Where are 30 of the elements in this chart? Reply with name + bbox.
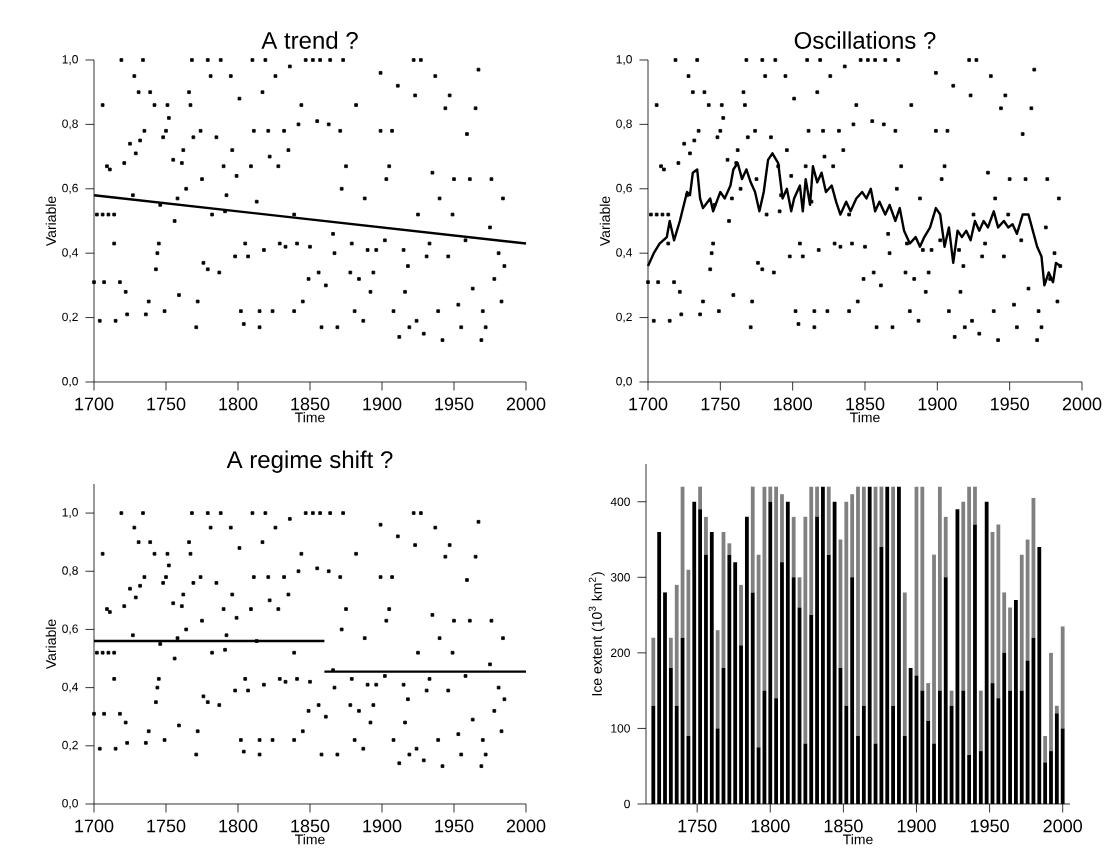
- x-tick-label: 1800: [219, 398, 258, 411]
- x-tick-label: 2000: [506, 398, 546, 411]
- x-tick-label: 1950: [991, 398, 1029, 411]
- chart-title: A regime shift ?: [226, 451, 393, 474]
- x-tick-label: 2000: [1043, 820, 1082, 833]
- x-tick-label: 1800: [219, 820, 258, 833]
- x-tick-label: 1850: [824, 820, 863, 833]
- x-tick-label: 1850: [291, 820, 330, 833]
- x-tick-label: 1850: [291, 398, 330, 411]
- x-tick-label: 1700: [629, 398, 668, 411]
- chart-title: A trend ?: [261, 31, 358, 50]
- x-tick-label: 1800: [774, 398, 812, 411]
- x-tick-label: 1950: [435, 398, 474, 411]
- x-tick-label: 1750: [701, 398, 740, 411]
- x-tick-label: 1900: [363, 820, 402, 833]
- x-tick-label: 1850: [846, 398, 885, 411]
- x-tick-label: 1800: [751, 820, 790, 833]
- x-tick-label: 1900: [363, 398, 402, 411]
- x-tick-label: 1900: [918, 398, 957, 411]
- x-tick-label: 1700: [75, 398, 114, 411]
- x-tick-label: 1950: [970, 820, 1009, 833]
- x-tick-label: 1750: [147, 398, 186, 411]
- x-tick-label: 1750: [147, 820, 186, 833]
- chart-title: Oscillations ?: [794, 31, 936, 50]
- x-tick-label: 2000: [1062, 398, 1102, 411]
- x-tick-label: 1750: [678, 820, 717, 833]
- x-tick-label: 1950: [435, 820, 474, 833]
- x-tick-label: 2000: [506, 820, 546, 833]
- x-tick-label: 1700: [75, 820, 114, 833]
- x-tick-label: 1900: [897, 820, 936, 833]
